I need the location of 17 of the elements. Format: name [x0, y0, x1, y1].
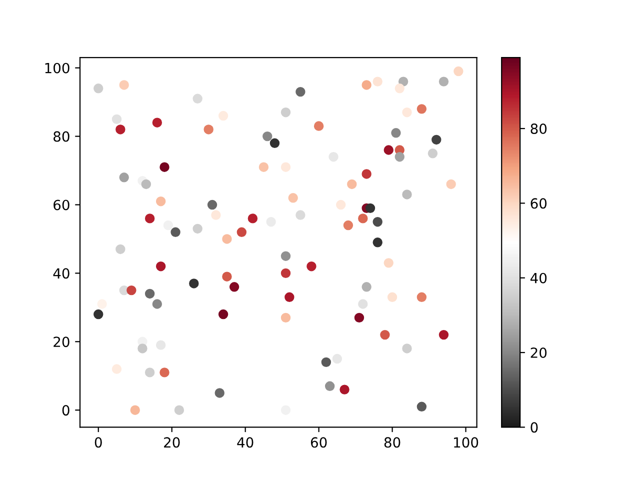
y-tick-label: 20 [54, 336, 70, 348]
color-bar-label: 40 [530, 272, 547, 284]
x-tick-label: 100 [454, 437, 478, 448]
x-tick-label: 60 [310, 437, 327, 448]
y-tick-label: 60 [54, 200, 70, 210]
y-tick-label: 100 [45, 62, 70, 74]
y-tick-label: 0 [62, 405, 70, 416]
x-tick-label: 40 [237, 437, 254, 448]
x-tick-label: 80 [384, 437, 400, 448]
color-bar-label: 80 [530, 124, 547, 134]
color-bar-label: 0 [530, 422, 538, 433]
x-tick-label: 20 [164, 437, 180, 448]
y-tick-label: 40 [53, 268, 70, 279]
x-tick-label: 0 [94, 437, 102, 448]
color-bar-label: 60 [530, 198, 547, 209]
color-bar-label: 20 [530, 348, 547, 358]
y-tick-label: 80 [54, 131, 70, 142]
